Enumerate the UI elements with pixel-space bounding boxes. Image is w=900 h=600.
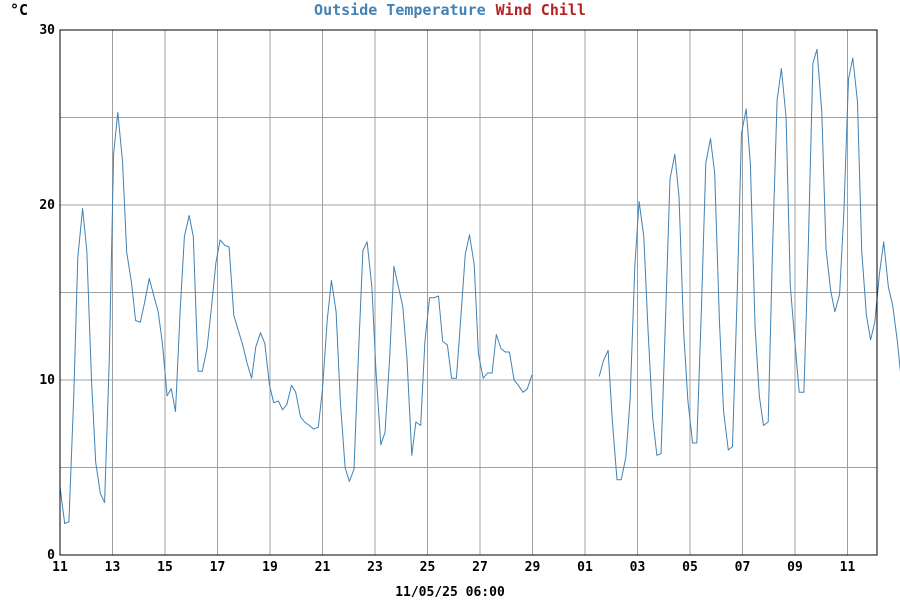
y-unit-label: °C [10, 1, 28, 19]
x-tick-label: 27 [472, 560, 488, 575]
y-tick-label: 10 [39, 373, 55, 388]
x-tick-label: 09 [787, 560, 803, 575]
x-tick-label: 17 [210, 560, 226, 575]
x-tick-label: 21 [315, 560, 331, 575]
x-tick-label: 13 [105, 560, 121, 575]
series-line [598, 48, 900, 481]
x-tick-label: 03 [630, 560, 646, 575]
x-tick-label: 25 [420, 560, 436, 575]
x-tick-label: 29 [525, 560, 541, 575]
x-tick-label: 05 [682, 560, 698, 575]
x-tick-label: 01 [577, 560, 593, 575]
legend-outside-temperature: Outside Temperature [314, 1, 486, 19]
x-tick-label: 15 [157, 560, 173, 575]
x-tick-label: 07 [735, 560, 751, 575]
y-axis-labels: 0 10 20 30 [39, 23, 55, 563]
legend-wind-chill: Wind Chill [496, 1, 586, 19]
chart-series [59, 48, 900, 524]
chart-legend: Outside Temperature Wind Chill [314, 1, 586, 19]
x-tick-label: 19 [262, 560, 278, 575]
x-tick-label: 23 [367, 560, 383, 575]
x-tick-label: 11 [52, 560, 68, 575]
x-axis-title: 11/05/25 06:00 [395, 585, 505, 600]
plot-frame [59, 29, 878, 556]
y-tick-label: 0 [47, 548, 55, 563]
y-tick-label: 30 [39, 23, 55, 38]
x-axis-labels: 11 13 15 17 19 21 23 25 27 29 01 03 05 07 09 11 [52, 560, 855, 575]
x-tick-label: 11 [840, 560, 856, 575]
series-line [59, 111, 533, 524]
y-tick-label: 20 [39, 198, 55, 213]
